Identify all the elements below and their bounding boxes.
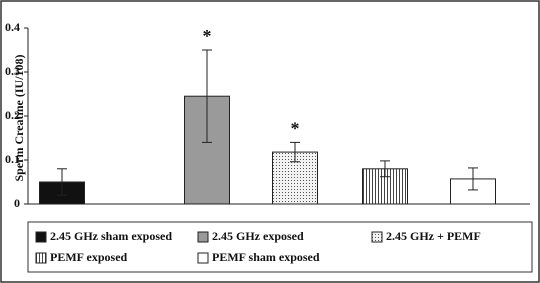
- annotation: *: [203, 26, 212, 46]
- y-tick-label: 0.3: [5, 64, 20, 78]
- bar: [272, 151, 318, 205]
- legend-label: 2.45 GHz exposed: [212, 229, 304, 243]
- legend-label: 2.45 GHz sham exposed: [50, 229, 172, 243]
- legend-swatch: [35, 231, 47, 243]
- legend-label: 2.45 GHz + PEMF: [386, 229, 481, 243]
- error-bar: [202, 49, 212, 143]
- y-axis-label: Sperm Creatine (IU/108): [12, 54, 26, 181]
- error-bar: [380, 160, 390, 178]
- y-tick-label: 0.2: [5, 108, 20, 122]
- error-bar: [290, 141, 300, 163]
- error-bar: [57, 168, 67, 196]
- y-tick-label: 0: [14, 196, 20, 210]
- legend-swatch: [371, 231, 383, 243]
- legend-swatch: [197, 231, 209, 243]
- legend-swatch: [197, 252, 209, 264]
- legend-label: PEMF exposed: [50, 250, 128, 264]
- y-tick-label: 0.1: [5, 152, 20, 166]
- annotation: *: [291, 119, 300, 139]
- legend-box: [27, 221, 533, 273]
- legend-label: PEMF sham exposed: [212, 250, 320, 264]
- y-tick-label: 0.4: [5, 20, 20, 34]
- legend-swatch: [35, 252, 47, 264]
- error-bar: [468, 167, 478, 191]
- bar: [184, 95, 230, 205]
